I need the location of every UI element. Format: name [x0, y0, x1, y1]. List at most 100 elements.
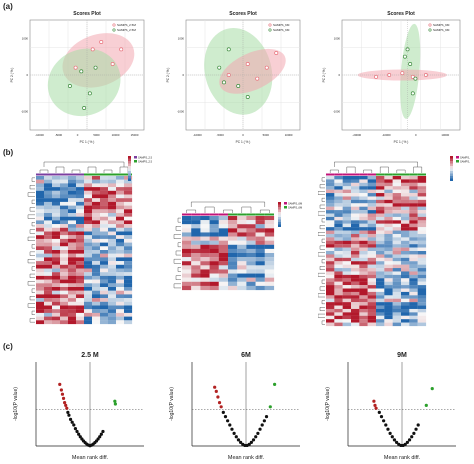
- heatmap-cell: [376, 220, 385, 224]
- legend-marker-0: [134, 156, 137, 159]
- volcano-point-0-2: [374, 406, 378, 410]
- heatmap-cell: [52, 231, 61, 236]
- score-point-1-4: [222, 80, 226, 85]
- heatmap-cell: [359, 281, 368, 286]
- heatmap-cell: [384, 227, 393, 231]
- heatmap-cell: [326, 189, 335, 194]
- heatmap-cell: [108, 264, 117, 269]
- heatmap-cell: [367, 233, 377, 238]
- heatmap-cell: [334, 210, 343, 214]
- pca-plot-6m: Scores Plot-10000 -5000 0 5000 1000010000-10…: [166, 11, 301, 144]
- heatmap-cell: [367, 305, 377, 310]
- heatmap-cell: [334, 254, 343, 258]
- heatmap-cell: [326, 213, 335, 218]
- heatmap-cell: [108, 179, 117, 184]
- heatmap-cell: [334, 295, 343, 299]
- heatmap-cell: [359, 271, 368, 275]
- heatmap-cell: [92, 287, 101, 291]
- heatmap-cell: [52, 220, 61, 225]
- group-bar-cell: [60, 173, 68, 176]
- volcano-point-2-14: [251, 438, 256, 442]
- heatmap-cell: [228, 224, 238, 229]
- heatmap-cell: [417, 176, 427, 180]
- heatmap-cell: [401, 274, 410, 279]
- heatmap-cell: [401, 298, 410, 303]
- heatmap-cell: [52, 294, 61, 299]
- heatmap-cell: [367, 268, 377, 272]
- heatmap-cell: [100, 290, 109, 295]
- heatmap-cell: [246, 232, 256, 237]
- heatmap-cell: [384, 251, 393, 255]
- heatmap-cell: [44, 320, 53, 325]
- heatmap-cell: [255, 244, 265, 249]
- heatmap-cell: [108, 209, 117, 214]
- heatmap-cell: [36, 301, 45, 306]
- heatmap-cell: [342, 196, 352, 200]
- heatmap-cell: [44, 279, 53, 284]
- heatmap-cell: [237, 240, 247, 245]
- heatmap-cell: [228, 236, 238, 241]
- heatmap-cell: [351, 305, 360, 310]
- heatmap-cell: [52, 205, 61, 210]
- heatmap-cell: [92, 176, 101, 180]
- heatmap-cell: [367, 278, 377, 282]
- heatmap-cell: [246, 285, 256, 291]
- heatmap-cell: [52, 183, 61, 188]
- heatmap-cell: [417, 302, 427, 306]
- heatmap-cell: [334, 285, 343, 289]
- heatmap-cell: [326, 271, 335, 275]
- heatmap-cell: [359, 203, 368, 207]
- heatmap-cell: [376, 291, 385, 296]
- heatmap-cell: [76, 305, 85, 310]
- heatmap-cell: [116, 216, 125, 221]
- heatmap-cell: [334, 227, 343, 231]
- heatmap-cell: [326, 210, 335, 214]
- panel-label-b: (b): [3, 148, 14, 157]
- heatmap-cell: [36, 242, 45, 247]
- heatmap-cell: [351, 254, 360, 258]
- heatmap-cell: [342, 244, 352, 248]
- heatmap-cell: [376, 247, 385, 252]
- heatmap-cell: [36, 220, 45, 225]
- heatmap-cell: [351, 264, 360, 269]
- heatmap-cell: [359, 176, 368, 180]
- heatmap-cell: [409, 186, 418, 190]
- heatmap-cell: [116, 290, 125, 295]
- dendrogram-branch: [346, 166, 356, 173]
- heatmap-cell: [108, 227, 117, 232]
- score-point-0-3: [410, 74, 415, 79]
- heatmap-cell: [246, 273, 256, 278]
- heatmap-cell: [342, 319, 352, 323]
- dendrogram-branch: [27, 259, 35, 264]
- heatmap-cell: [191, 265, 201, 270]
- heatmap-cell: [60, 257, 69, 262]
- heatmap-cell: [60, 187, 69, 191]
- heatmap-cell: [351, 278, 360, 282]
- heatmap-cell: [376, 240, 385, 245]
- heatmap-cell: [124, 268, 133, 273]
- heatmap-cell: [342, 240, 352, 245]
- heatmap-cell: [44, 301, 53, 306]
- heatmap-cell: [334, 203, 343, 207]
- heatmap-cell: [36, 316, 45, 321]
- heatmap-cell: [100, 316, 109, 321]
- heatmap-cell: [228, 257, 238, 262]
- heatmap-cell: [116, 183, 125, 188]
- heatmap-cell: [76, 287, 85, 291]
- heatmap-cell: [92, 312, 101, 317]
- group-bar-cell: [417, 173, 426, 176]
- heatmap-cell: [76, 246, 85, 251]
- heatmap-cell: [359, 189, 368, 194]
- heatmap-cell: [237, 244, 247, 249]
- heatmap-cell: [68, 183, 77, 188]
- heatmap-cell: [124, 183, 133, 188]
- heatmap-cell: [116, 205, 125, 210]
- heatmap-cell: [342, 274, 352, 279]
- heatmap-cell: [108, 275, 117, 280]
- heatmap-cell: [417, 257, 427, 262]
- volcano-point-0-4: [63, 401, 67, 405]
- dendrogram-branch: [318, 293, 325, 298]
- heatmap-cell: [401, 233, 410, 238]
- heatmap-cell: [92, 216, 101, 221]
